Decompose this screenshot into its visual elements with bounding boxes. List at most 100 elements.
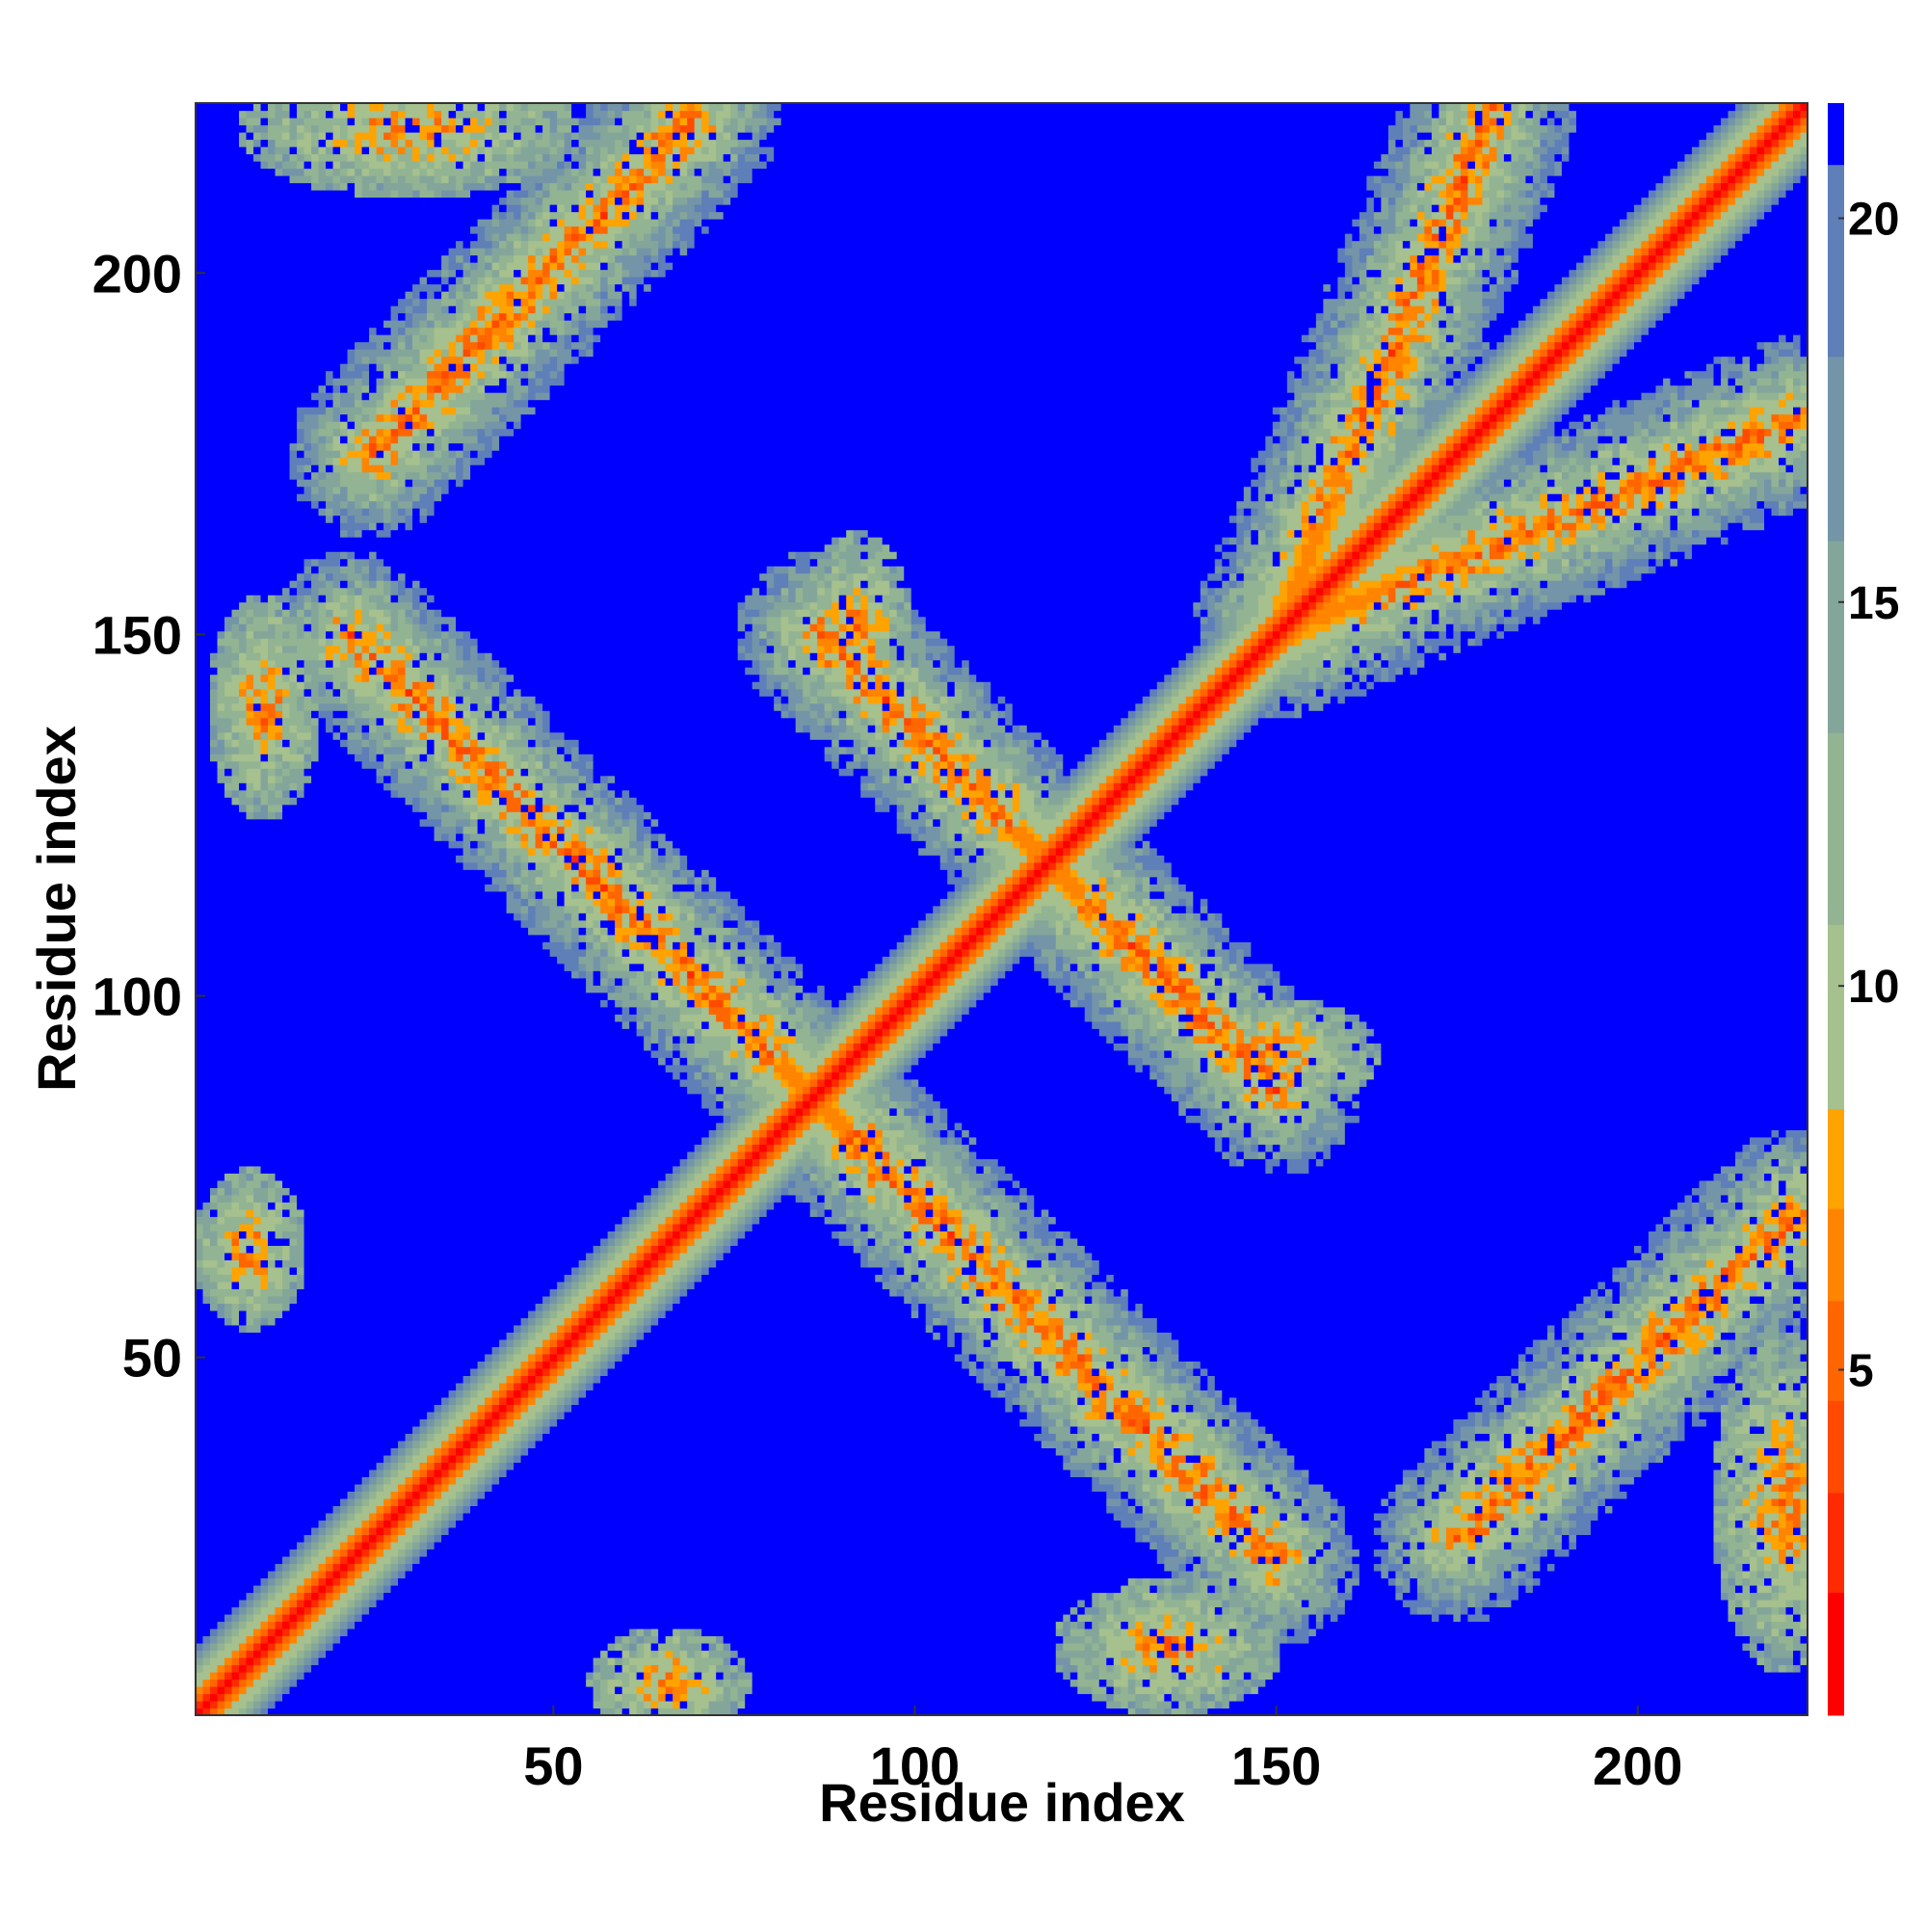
- heatmap-cell-run: [1546, 1483, 1556, 1493]
- heatmap-cell-run: [1034, 1361, 1043, 1369]
- heatmap-cell-run: [730, 1656, 739, 1666]
- heatmap-cell-run: [1540, 1469, 1548, 1478]
- heatmap-cell-run: [1713, 1208, 1722, 1217]
- heatmap-cell-run: [1019, 1231, 1028, 1239]
- heatmap-cell-run: [716, 1259, 861, 1268]
- heatmap-cell-run: [535, 1317, 543, 1326]
- heatmap-cell-run: [1171, 1497, 1187, 1507]
- heatmap-cell-run: [1546, 1541, 1563, 1550]
- heatmap-cell-run: [1778, 1346, 1787, 1355]
- heatmap-cell-run: [1778, 1281, 1794, 1289]
- heatmap-cell-run: [1106, 1295, 1129, 1304]
- heatmap-cell-run: [1185, 1389, 1194, 1398]
- heatmap-cell-run: [1728, 1382, 1736, 1390]
- heatmap-cell-run: [470, 1433, 479, 1442]
- heatmap-cell-run: [282, 1599, 291, 1608]
- heatmap-cell-run: [846, 1194, 855, 1203]
- heatmap-cell-run: [838, 1237, 855, 1246]
- heatmap-cell-run: [1142, 1476, 1165, 1485]
- heatmap-cell-run: [196, 1628, 211, 1637]
- heatmap-cell-run: [1525, 1367, 1534, 1376]
- heatmap-cell-run: [644, 1274, 652, 1283]
- heatmap-cell-run: [1511, 1411, 1519, 1420]
- heatmap-cell-run: [629, 1266, 638, 1275]
- heatmap-cell-run: [1734, 1194, 1744, 1203]
- heatmap-cell-run: [441, 1491, 457, 1499]
- heatmap-cell-run: [644, 1324, 652, 1333]
- heatmap-cell-run: [939, 1281, 948, 1289]
- heatmap-cell-run: [1228, 1599, 1252, 1608]
- heatmap-cell-run: [774, 1187, 782, 1196]
- heatmap-cell-run: [282, 1693, 594, 1702]
- heatmap-cell-run: [896, 1266, 905, 1275]
- heatmap-cell-run: [1121, 1411, 1150, 1420]
- heatmap-cell-run: [1575, 1338, 1585, 1347]
- heatmap-cell-run: [1156, 1389, 1165, 1398]
- heatmap-cell-run: [564, 1295, 572, 1304]
- heatmap-cell-run: [1142, 1577, 1150, 1586]
- heatmap-cell-run: [1460, 1425, 1476, 1435]
- heatmap-cell-run: [679, 1671, 688, 1681]
- heatmap-cell-run: [1511, 1367, 1519, 1376]
- heatmap-cell-run: [629, 1628, 638, 1637]
- heatmap-cell-run: [304, 1548, 312, 1557]
- heatmap-cell-run: [1337, 1497, 1382, 1507]
- heatmap-cell-run: [347, 1491, 356, 1499]
- heatmap-cell-run: [1720, 1469, 1729, 1478]
- heatmap-cell-run: [737, 1237, 840, 1246]
- heatmap-cell-run: [419, 1541, 428, 1550]
- heatmap-cell-run: [615, 1266, 623, 1275]
- heatmap-cell-run: [1431, 1584, 1439, 1594]
- heatmap-cell-run: [1257, 1454, 1266, 1464]
- heatmap-cell-run: [1699, 1231, 1729, 1239]
- heatmap-cell-run: [196, 1679, 204, 1687]
- heatmap-cell-run: [1546, 1382, 1563, 1390]
- heatmap-cell-run: [701, 1679, 717, 1687]
- heatmap-cell-run: [282, 1281, 291, 1289]
- heatmap-cell-run: [1778, 1216, 1794, 1225]
- heatmap-cell-run: [246, 1295, 254, 1304]
- heatmap-cell-run: [282, 1208, 291, 1217]
- heatmap-cell-run: [1763, 1462, 1773, 1470]
- heatmap-cell-run: [1127, 1324, 1136, 1333]
- heatmap-cell-run: [246, 1656, 254, 1666]
- heatmap-cell-run: [304, 1642, 312, 1652]
- heatmap-cell-run: [1069, 1346, 1078, 1355]
- heatmap-cell-run: [491, 1433, 500, 1442]
- heatmap-cell-run: [1228, 1483, 1237, 1493]
- heatmap-cell-run: [282, 1194, 291, 1203]
- heatmap-cell-run: [687, 1208, 696, 1217]
- heatmap-cell-run: [1019, 1295, 1028, 1304]
- heatmap-cell-run: [962, 1252, 970, 1260]
- heatmap-cell-run: [506, 1361, 522, 1369]
- heatmap-cell-run: [369, 1606, 1071, 1615]
- heatmap-cell-run: [600, 1361, 609, 1369]
- heatmap-cell-run: [1713, 1281, 1729, 1289]
- heatmap-cell-run: [954, 1303, 970, 1311]
- heatmap-cell-run: [217, 1187, 225, 1196]
- heatmap-cell-run: [210, 1194, 219, 1203]
- heatmap-cell-run: [615, 1707, 623, 1716]
- heatmap-cell-run: [1236, 1650, 1245, 1658]
- heatmap-cell-run: [1092, 1462, 1100, 1470]
- heatmap-cell-run: [730, 1223, 739, 1231]
- heatmap-cell-run: [1720, 1584, 1736, 1594]
- heatmap-cell-run: [1387, 1512, 1404, 1522]
- heatmap-cell-run: [925, 1317, 934, 1326]
- heatmap-cell-run: [1098, 1266, 1614, 1275]
- heatmap-cell-run: [846, 1216, 861, 1225]
- heatmap-cell-run: [1257, 1628, 1274, 1637]
- heatmap-cell-run: [326, 1584, 334, 1594]
- heatmap-cell-run: [904, 1295, 912, 1304]
- heatmap-cell-run: [997, 1317, 1006, 1326]
- heatmap-cell-run: [1511, 1476, 1527, 1485]
- heatmap-cell-run: [1655, 1454, 1664, 1464]
- heatmap-cell-run: [1026, 1317, 1035, 1326]
- heatmap-cell-run: [1641, 1332, 1650, 1340]
- heatmap-cell-run: [1228, 1520, 1252, 1528]
- heatmap-cell-run: [679, 1281, 688, 1289]
- heatmap-cell-run: [383, 1577, 392, 1586]
- heatmap-cell-run: [1633, 1375, 1643, 1384]
- heatmap-cell-run: [1511, 1505, 1519, 1514]
- heatmap-cell-run: [1251, 1469, 1259, 1478]
